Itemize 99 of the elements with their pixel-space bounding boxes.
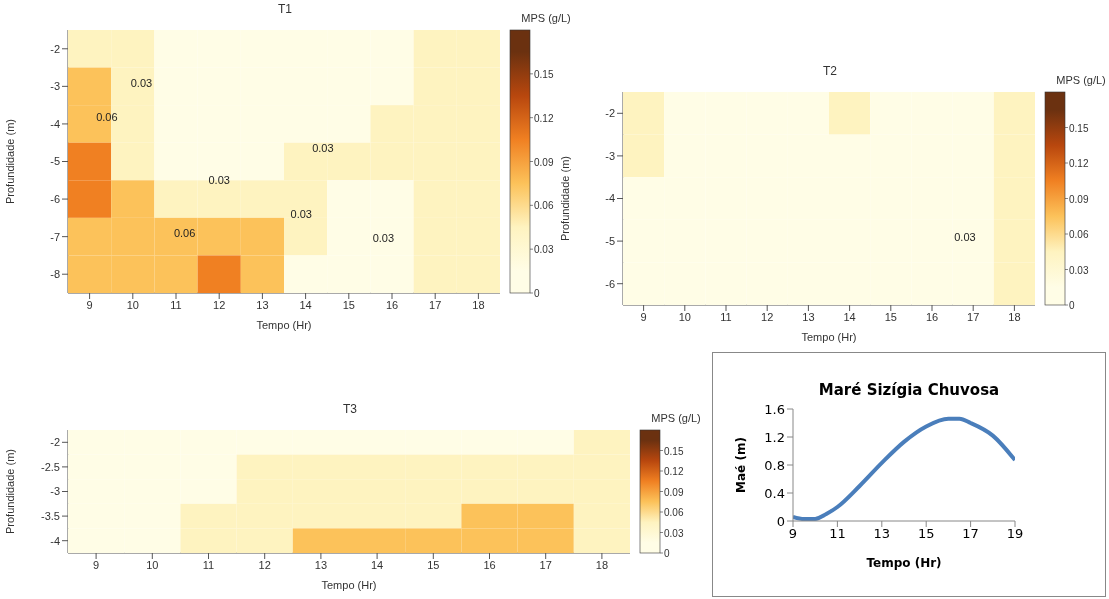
color-bar-label: 0.06 (1069, 229, 1089, 240)
x-tick-label: 10 (146, 558, 159, 571)
x-tick-label: 15 (884, 310, 897, 323)
color-bar-label: 0.09 (1069, 193, 1089, 205)
y-axis-title: Profundidade (m) (3, 119, 16, 204)
x-tick-label: 16 (483, 558, 496, 571)
color-bar-label: 0.09 (534, 156, 554, 168)
annotation: 0.03 (312, 142, 334, 155)
y-axis-title: Maé (m) (734, 437, 749, 493)
color-bar-title: MPS (g/L) (1056, 74, 1106, 86)
color-bar-label: 0.12 (534, 112, 554, 124)
x-tick-label: 11 (720, 310, 732, 323)
y-tick-label: -5 (50, 155, 60, 168)
x-tick-label: 16 (925, 310, 939, 323)
x-axis-title: Tempo (Hr) (256, 319, 312, 331)
y-tick-label: -2 (50, 436, 60, 449)
x-tick-label: 18 (595, 558, 609, 571)
color-bar-label: 0.03 (534, 244, 554, 256)
color-bar-label: 0.06 (534, 200, 554, 212)
y-tick-label: -2.5 (41, 460, 60, 473)
color-bar-label: 0 (664, 548, 670, 559)
color-bar-label: 0.09 (664, 486, 684, 498)
y-tick-label: -4 (50, 117, 60, 130)
y-tick-label: 1.2 (764, 429, 785, 445)
y-tick-label: 0.4 (764, 485, 785, 501)
annotation: 0.03 (372, 231, 395, 244)
x-tick-label: 12 (258, 558, 271, 571)
x-tick-label: 10 (678, 310, 691, 323)
x-tick-label: 11 (829, 526, 846, 542)
x-tick-label: 12 (761, 310, 774, 323)
x-tick-label: 17 (429, 298, 442, 311)
y-tick-label: -4 (605, 192, 615, 205)
y-tick-label: -3 (605, 149, 615, 162)
annotation: 0.03 (208, 173, 230, 186)
x-tick-label: 13 (802, 310, 815, 323)
annotation: 0.03 (130, 76, 153, 89)
color-bar-label: 0 (1069, 300, 1075, 311)
y-axis-title: Profundidade (m) (3, 449, 16, 534)
chart-title: Maré Sizígia Chuvosa (817, 381, 1001, 399)
color-bar-label: 0.03 (664, 527, 684, 539)
color-bar-label: 0.15 (664, 445, 684, 457)
x-tick-label: 14 (370, 558, 384, 571)
x-tick-label: 13 (314, 558, 328, 571)
color-bar-label: 0.12 (664, 466, 684, 477)
annotation: 0.03 (954, 230, 976, 243)
y-tick-label: -5 (605, 235, 615, 248)
x-tick-label: 9 (788, 526, 798, 542)
y-tick-label: -3 (50, 485, 60, 498)
annotation: 0.06 (173, 226, 196, 239)
y-tick-label: -6 (50, 192, 60, 205)
y-tick-label: -4 (50, 534, 60, 547)
color-bar-label: 0.03 (1069, 264, 1089, 276)
x-tick-label: 10 (126, 298, 139, 311)
chart-title: T3 (342, 402, 357, 416)
y-tick-label: 1.6 (764, 401, 785, 417)
x-axis-title: Tempo (Hr) (801, 331, 857, 343)
x-tick-label: 11 (202, 558, 215, 571)
x-tick-label: 18 (1008, 310, 1021, 323)
y-tick-label: -7 (50, 230, 60, 243)
color-bar-label: 0.06 (664, 507, 684, 518)
color-bar-label: 0.15 (1069, 122, 1089, 134)
x-tick-label: 15 (342, 298, 355, 311)
x-tick-label: 12 (213, 298, 226, 311)
y-tick-label: 0.8 (764, 457, 785, 473)
x-tick-label: 15 (917, 526, 935, 542)
y-tick-label: -2 (605, 107, 615, 120)
x-tick-label: 14 (843, 310, 856, 323)
x-tick-label: 18 (472, 298, 485, 311)
x-tick-label: 14 (299, 298, 312, 311)
x-tick-label: 13 (256, 298, 269, 311)
x-tick-label: 17 (539, 558, 552, 571)
annotation: 0.03 (290, 208, 312, 221)
color-bar-label: 0.12 (1069, 158, 1089, 169)
y-tick-label: -6 (605, 277, 615, 290)
color-bar-label: 0.15 (534, 68, 554, 80)
annotation: 0.06 (96, 110, 118, 123)
y-tick-label: -3 (50, 80, 60, 93)
x-tick-label: 9 (93, 558, 100, 571)
y-tick-label: 0 (776, 513, 785, 529)
color-bar-title: MPS (g/L) (651, 412, 701, 424)
x-tick-label: 13 (873, 526, 891, 542)
x-tick-label: 19 (1006, 526, 1024, 542)
x-tick-label: 16 (385, 298, 399, 311)
x-tick-label: 17 (962, 526, 979, 542)
chart-title: T2 (822, 64, 837, 78)
x-axis-title: Tempo (Hr) (866, 556, 942, 570)
y-tick-label: -3.5 (41, 510, 60, 523)
x-tick-label: 11 (170, 298, 182, 311)
chart-title: T1 (277, 2, 292, 16)
color-bar-title: MPS (g/L) (521, 12, 571, 24)
y-tick-label: -2 (50, 42, 60, 55)
y-tick-label: -8 (50, 268, 60, 281)
x-tick-label: 9 (640, 310, 647, 323)
x-tick-label: 9 (86, 298, 93, 311)
x-axis-title: Tempo (Hr) (321, 579, 377, 591)
x-tick-label: 17 (967, 310, 980, 323)
x-tick-label: 15 (427, 558, 440, 571)
color-bar-label: 0 (534, 288, 540, 299)
y-axis-title: Profundidade (m) (558, 156, 571, 241)
